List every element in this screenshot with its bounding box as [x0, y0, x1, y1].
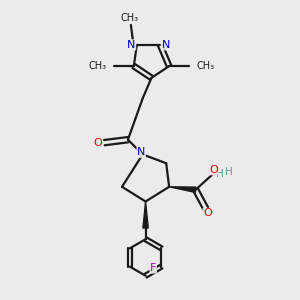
Polygon shape — [143, 202, 148, 228]
Text: CH₃: CH₃ — [120, 14, 139, 23]
Text: N: N — [127, 40, 136, 50]
Text: H: H — [216, 169, 224, 178]
Polygon shape — [169, 187, 196, 192]
Text: O: O — [203, 208, 212, 218]
Text: F: F — [150, 263, 156, 273]
Text: N: N — [137, 147, 146, 158]
Text: N: N — [161, 40, 170, 50]
Text: CH₃: CH₃ — [88, 61, 107, 71]
Text: H: H — [225, 167, 233, 177]
Text: CH₃: CH₃ — [196, 61, 214, 71]
Text: O: O — [209, 165, 218, 175]
Text: O: O — [94, 138, 102, 148]
